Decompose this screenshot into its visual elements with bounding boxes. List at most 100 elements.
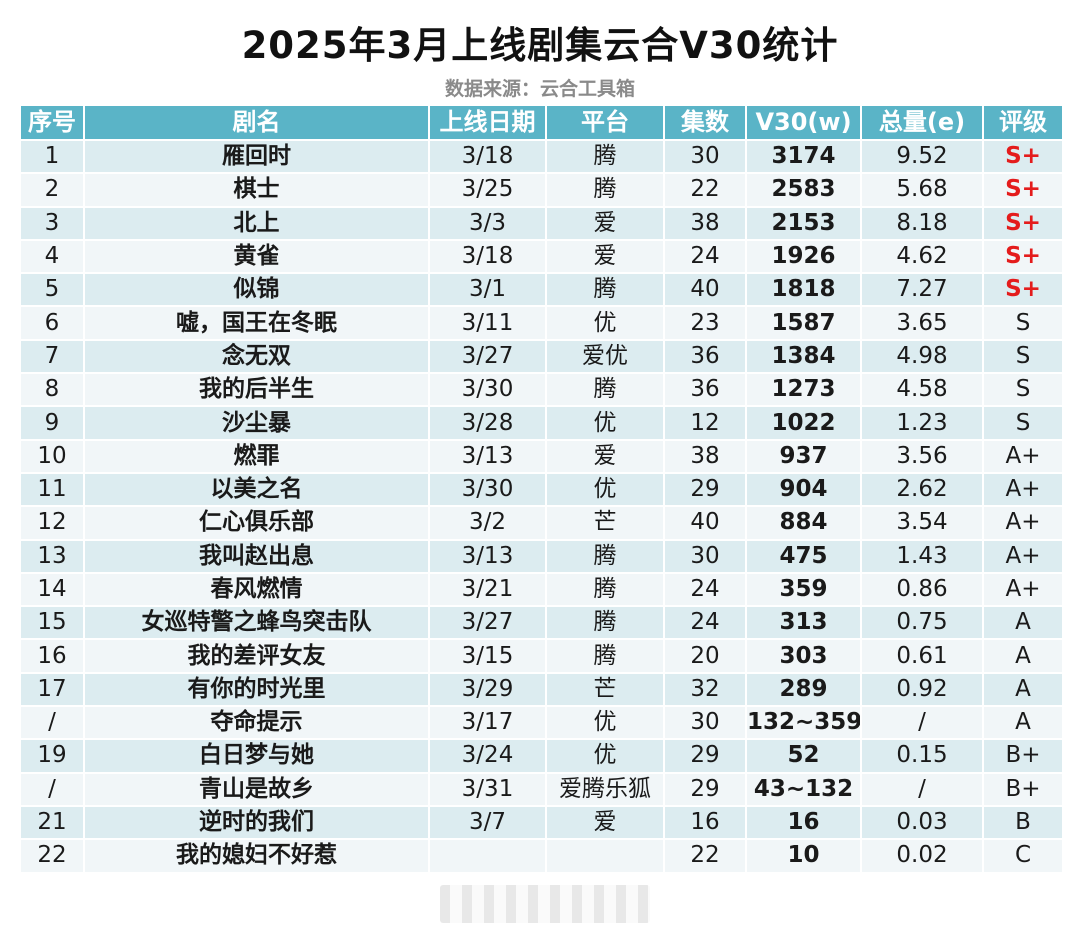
cell-episodes: 38 [663,438,747,474]
cell-total: 9.52 [860,138,984,175]
table-row: 3 北上 3/3 爱 38 2153 8.18 S+ [19,205,1064,241]
cell-platform: 腾 [545,605,665,641]
cell-date: 3/31 [428,771,547,807]
cell-episodes: 30 [663,538,747,574]
cell-date: 3/24 [428,738,547,774]
header-name: 剧名 [83,104,430,141]
cell-rank: 9 [19,405,85,441]
cell-grade: S+ [982,138,1064,175]
cell-total: / [860,771,984,807]
cell-date [428,838,547,874]
cell-total: 1.23 [860,405,984,441]
cell-total: 4.98 [860,338,984,375]
cell-v30: 289 [745,671,862,708]
cell-name: 棋士 [83,172,430,208]
cell-rank: 16 [19,638,85,674]
cell-name: 嘘，国王在冬眠 [83,305,430,341]
cell-total: 0.15 [860,738,984,774]
cell-name: 雁回时 [83,138,430,175]
cell-total: 3.65 [860,305,984,341]
cell-name: 女巡特警之蜂鸟突击队 [83,605,430,641]
cell-name: 北上 [83,205,430,241]
cell-grade: A+ [982,471,1064,508]
drama-stats-table: 序号 剧名 上线日期 平台 集数 V30(w) 总量(e) 评级 1 雁回时 3/1… [19,104,1064,874]
cell-grade: B+ [982,771,1064,807]
cell-v30: 1273 [745,372,862,408]
cell-grade: B+ [982,738,1064,774]
cell-name: 仁心俱乐部 [83,505,430,541]
cell-grade: S+ [982,205,1064,241]
cell-total: 0.03 [860,804,984,841]
cell-platform [545,838,665,874]
cell-name: 黄雀 [83,238,430,275]
table-header-row: 序号 剧名 上线日期 平台 集数 V30(w) 总量(e) 评级 [19,104,1064,141]
table-row: / 青山是故乡 3/31 爱腾乐狐 29 43~132/B+ [19,771,1064,807]
cell-platform: 芒 [545,505,665,541]
table-row: 13 我叫赵出息 3/13 腾 30 475 1.43 A+ [19,538,1064,574]
cell-date: 3/1 [428,272,547,308]
table-row: 16 我的差评女友 3/15 腾 20 303 0.61 A [19,638,1064,674]
cell-episodes: 32 [663,671,747,708]
cell-rank: 4 [19,238,85,275]
cell-name: 我的差评女友 [83,638,430,674]
cell-episodes: 24 [663,605,747,641]
cell-platform: 优 [545,705,665,741]
cell-v30: 475 [745,538,862,574]
cell-grade: S [982,338,1064,375]
cell-grade: A [982,638,1064,674]
cell-v30: 1926 [745,238,862,275]
cell-total: 4.58 [860,372,984,408]
cell-grade: A+ [982,438,1064,474]
cell-total: 4.62 [860,238,984,275]
table-row: 6 嘘，国王在冬眠 3/11 优 23 1587 3.65 S [19,305,1064,341]
cell-total: 0.61 [860,638,984,674]
cell-total: 5.68 [860,172,984,208]
data-source-note: 数据来源：云合工具箱 [444,78,635,100]
cell-episodes: 12 [663,405,747,441]
cell-v30: 1022 [745,405,862,441]
cell-date: 3/25 [428,172,547,208]
cell-v30: 937 [745,438,862,474]
cell-rank: 8 [19,372,85,408]
cell-episodes: 36 [663,372,747,408]
cell-rank: 15 [19,605,85,641]
cell-episodes: 24 [663,238,747,275]
cell-rank: 10 [19,438,85,474]
cell-episodes: 36 [663,338,747,375]
cell-date: 3/29 [428,671,547,708]
cell-episodes: 24 [663,571,747,608]
cell-platform: 优 [545,305,665,341]
cell-grade: S [982,305,1064,341]
cell-name: 以美之名 [83,471,430,508]
cell-platform: 优 [545,405,665,441]
cell-episodes: 38 [663,205,747,241]
cell-grade: S [982,372,1064,408]
cell-total: 0.75 [860,605,984,641]
cell-grade: S+ [982,238,1064,275]
cell-date: 3/13 [428,438,547,474]
cell-total: / [860,705,984,741]
cell-episodes: 30 [663,138,747,175]
cell-v30: 303 [745,638,862,674]
header-total: 总量(e) [860,104,984,141]
table-row: 22 我的媳妇不好惹 22 10 0.02 C [19,838,1064,874]
cell-v30: 16 [745,804,862,841]
table-row: 7 念无双 3/27 爱优 36 1384 4.98 S [19,338,1064,375]
cell-date: 3/2 [428,505,547,541]
cell-total: 2.62 [860,471,984,508]
cell-rank: 5 [19,272,85,308]
cell-total: 7.27 [860,272,984,308]
cell-v30: 1818 [745,272,862,308]
cell-rank: / [19,705,85,741]
cell-platform: 爱 [545,238,665,275]
cell-date: 3/27 [428,338,547,375]
cell-platform: 爱优 [545,338,665,375]
cell-total: 0.86 [860,571,984,608]
cell-date: 3/17 [428,705,547,741]
cell-total: 8.18 [860,205,984,241]
cell-total: 0.92 [860,671,984,708]
cell-episodes: 30 [663,705,747,741]
cell-grade: S+ [982,172,1064,208]
cell-name: 似锦 [83,272,430,308]
table-row: 4 黄雀 3/18 爱 24 1926 4.62 S+ [19,238,1064,275]
